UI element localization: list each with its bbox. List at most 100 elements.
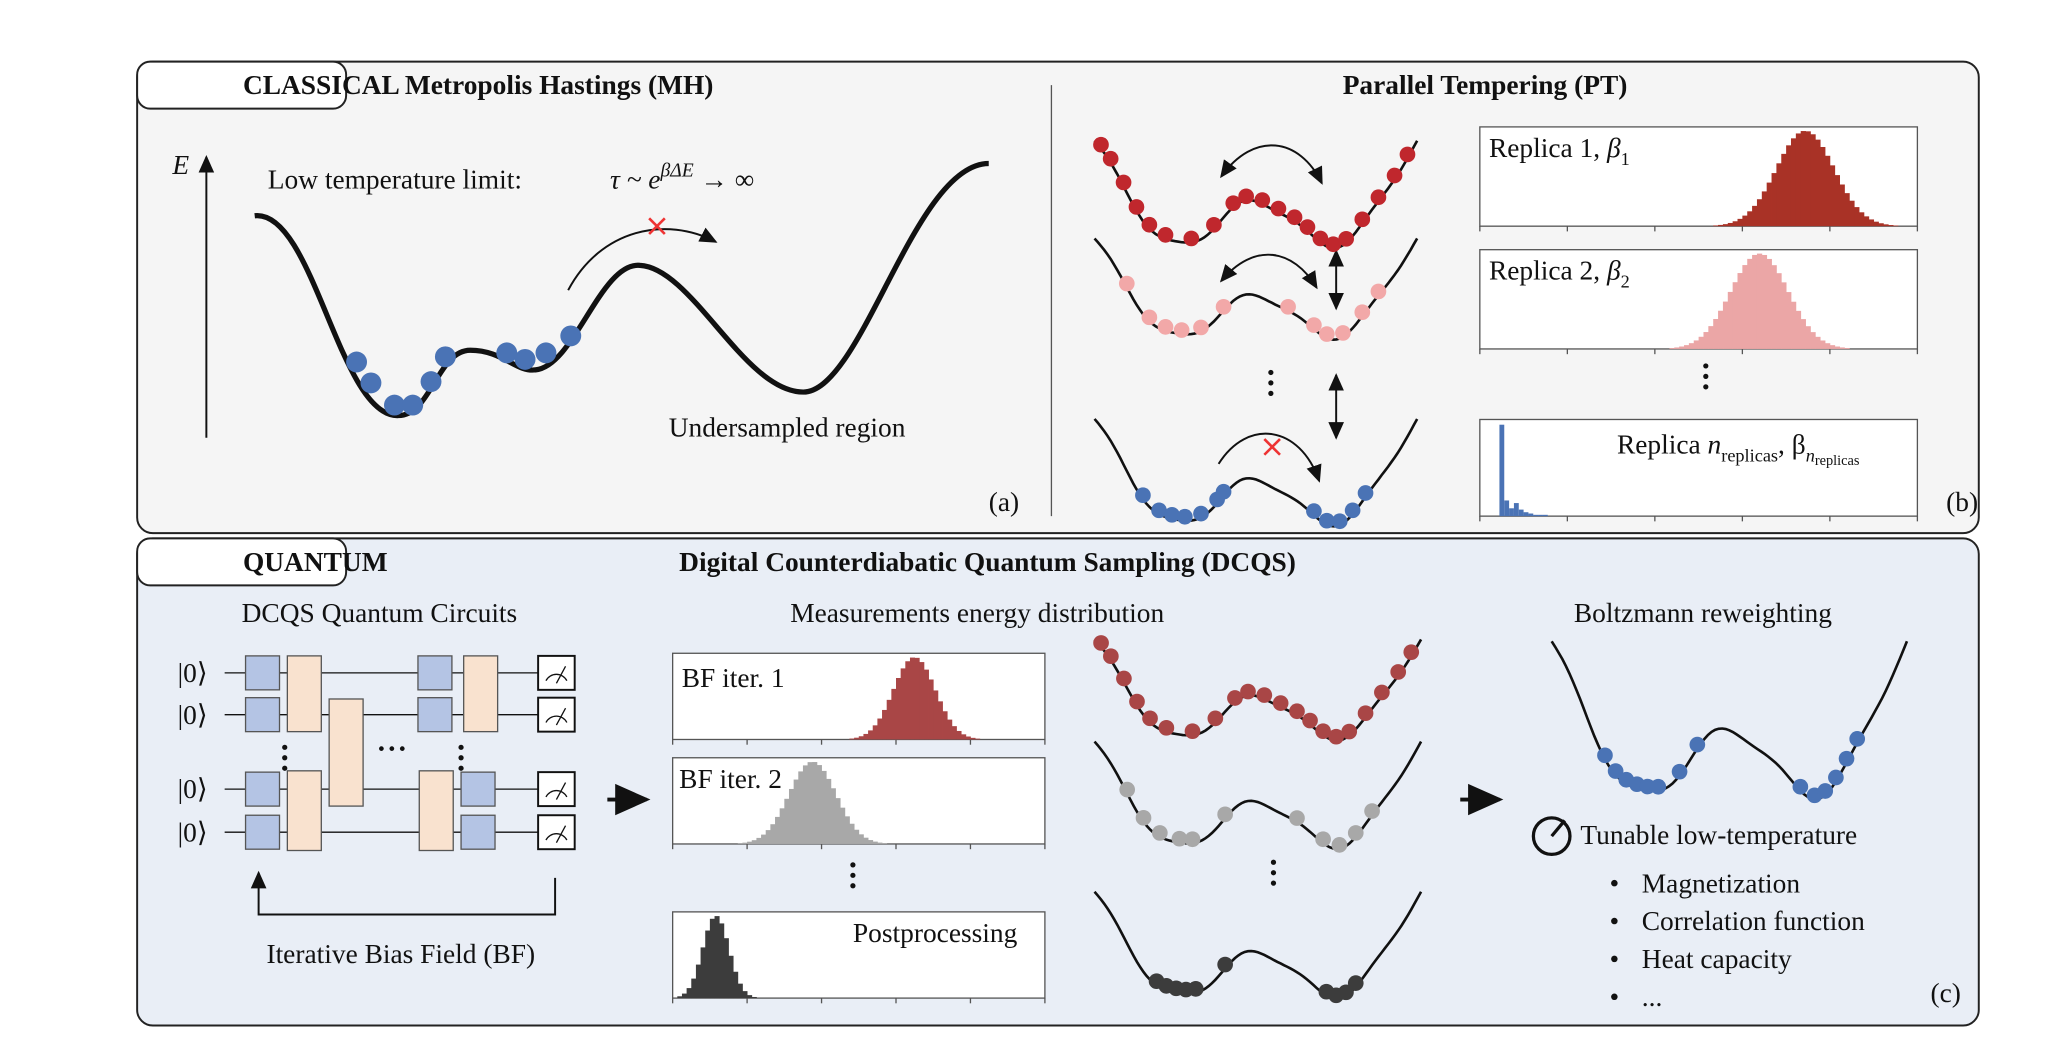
- hist-bar: [1834, 175, 1840, 227]
- ellipsis: [282, 755, 288, 761]
- hist-bar: [914, 657, 920, 740]
- ellipsis: [850, 872, 856, 878]
- panel-label: (c): [1930, 978, 1960, 1008]
- sample: [1299, 219, 1316, 235]
- hist-bar: [681, 993, 688, 999]
- hist-bar: [1781, 282, 1787, 349]
- measure: [537, 814, 576, 851]
- hist-bar: [1713, 318, 1719, 349]
- sample: [496, 342, 518, 364]
- hist-bar: [1742, 215, 1748, 227]
- sample: [1315, 831, 1331, 848]
- sample: [1184, 723, 1201, 740]
- hist-bar: [891, 688, 897, 740]
- ellipsis: [458, 744, 464, 750]
- hist-bar: [1528, 513, 1534, 517]
- hist-bar: [877, 718, 883, 740]
- sample: [514, 348, 536, 370]
- sample: [1386, 167, 1403, 184]
- sample: [1364, 803, 1380, 819]
- hist-bar: [1684, 345, 1690, 349]
- hist-bar: [1669, 348, 1675, 349]
- ellipsis: [1268, 369, 1274, 376]
- hist-bar: [1829, 165, 1836, 227]
- sample: [1173, 322, 1190, 338]
- sample: [1318, 326, 1335, 342]
- sample: [1318, 512, 1335, 529]
- sample: [560, 325, 582, 347]
- tag: QUANTUM: [243, 547, 388, 577]
- sample: [1338, 984, 1354, 1001]
- ellipsis: [1268, 390, 1274, 396]
- landscape: [1093, 890, 1423, 1001]
- hist-bar: [691, 978, 697, 999]
- hist-bar: [1834, 346, 1840, 349]
- hist-frame: [672, 757, 1046, 845]
- list-item: Heat capacity: [1642, 944, 1792, 974]
- ellipsis: [458, 765, 464, 771]
- sample: [402, 394, 424, 416]
- sample: [1215, 298, 1232, 315]
- sample: [1331, 513, 1348, 530]
- hist-bar: [863, 733, 869, 740]
- hist-bar: [784, 798, 790, 844]
- hist-bar: [1737, 218, 1743, 227]
- sample: [1141, 216, 1158, 233]
- text-part: 2: [1621, 272, 1630, 292]
- hist-bar: [1722, 301, 1729, 349]
- hist-bar: [1499, 424, 1505, 517]
- hist-bar: [807, 762, 813, 844]
- sample: [1828, 769, 1844, 786]
- hist-bar: [677, 996, 683, 999]
- hist-bar: [1829, 345, 1836, 349]
- text-part: n: [1708, 429, 1722, 459]
- hist-bar: [1679, 346, 1685, 349]
- hist-bar: [854, 829, 860, 844]
- hist-bar: [975, 738, 981, 740]
- ellipsis: [282, 744, 288, 750]
- hist-bar: [1742, 265, 1748, 349]
- hist-bar: [849, 738, 855, 740]
- hist-bar: [1504, 500, 1510, 517]
- blocked-mark: [648, 217, 666, 235]
- hist-bar: [1849, 200, 1855, 227]
- sample: [1347, 975, 1364, 991]
- hist-bar: [761, 834, 767, 844]
- sample: [1142, 710, 1158, 727]
- sample: [1119, 781, 1136, 798]
- panel-label: (b): [1946, 487, 1978, 517]
- hist-bar: [742, 842, 748, 844]
- hist-bar: [1839, 184, 1845, 227]
- hist-bar: [1844, 348, 1850, 349]
- ellipsis: [1270, 859, 1277, 865]
- hist-bar: [1708, 326, 1714, 349]
- section-title: Measurements energy distribution: [790, 598, 1164, 628]
- hist-bar: [686, 988, 692, 999]
- hist-bar: [1718, 224, 1724, 227]
- hist-label: BF iter. 1: [682, 663, 785, 693]
- ellipsis: [458, 755, 464, 761]
- sample: [1206, 216, 1222, 233]
- sample: [1187, 981, 1204, 997]
- sample: [1270, 200, 1287, 217]
- sample: [1357, 485, 1374, 501]
- bullet: [1611, 955, 1618, 963]
- meter: [545, 707, 568, 726]
- hist-bar: [830, 788, 836, 844]
- hist-bar: [1674, 347, 1680, 349]
- ellipsis: [399, 746, 405, 751]
- ellipsis: [850, 862, 856, 868]
- ellipsis: [1703, 363, 1709, 369]
- hist-bar: [1786, 292, 1792, 349]
- sample: [1164, 507, 1180, 523]
- sample: [1390, 664, 1407, 680]
- hist-bar: [747, 841, 753, 844]
- hist-bar: [1703, 332, 1709, 349]
- hist-bar: [1713, 225, 1719, 227]
- hist-bar: [1820, 340, 1826, 349]
- hist-bar: [1737, 273, 1743, 349]
- ellipsis: [850, 883, 856, 889]
- sample: [1193, 505, 1209, 522]
- hist-bar: [812, 762, 818, 844]
- sample: [1325, 236, 1342, 253]
